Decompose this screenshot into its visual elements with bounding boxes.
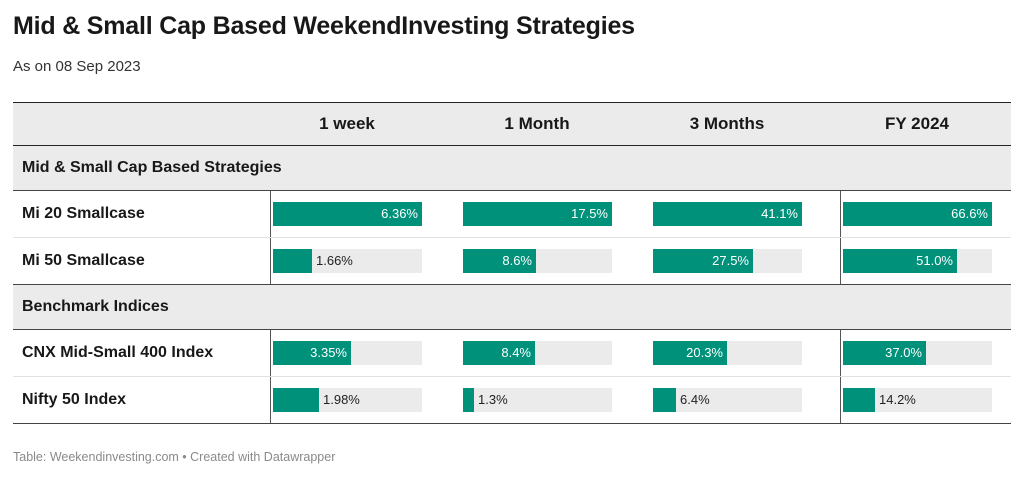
column-divider [270,377,271,423]
data-bar [653,388,676,412]
bar-track: 3.35% [273,341,422,365]
data-bar [653,202,802,226]
data-label: 41.1% [761,206,798,221]
data-label: 1.3% [478,392,508,407]
bar-track: 14.2% [843,388,992,412]
data-bar [463,202,612,226]
column-header: 3 Months [689,114,765,133]
bar-track: 1.66% [273,249,422,273]
column-divider [270,238,271,284]
column-divider [840,238,841,284]
bar-track: 51.0% [843,249,992,273]
data-label: 3.35% [310,345,347,360]
table-row: Nifty 50 Index 1.98% 1.3% 6.4% 14.2% [13,377,1011,424]
data-bar [653,249,753,273]
row-label: Mi 50 Smallcase [22,252,145,269]
data-bar [653,341,727,365]
chart-title: Mid & Small Cap Based WeekendInvesting S… [13,12,635,40]
data-bar [463,341,535,365]
bar-track: 8.4% [463,341,612,365]
bar-track: 8.6% [463,249,612,273]
table-row: Mi 50 Smallcase 1.66% 8.6% 27.5% 51.0% [13,238,1011,285]
data-bar [463,388,474,412]
row-label: CNX Mid-Small 400 Index [22,344,214,361]
bar-track: 6.36% [273,202,422,226]
data-bar [843,202,992,226]
data-bar [843,341,926,365]
data-label: 37.0% [885,345,922,360]
bar-track: 27.5% [653,249,802,273]
group-header: Benchmark Indices [13,285,1011,330]
data-bar [273,249,312,273]
group-header: Mid & Small Cap Based Strategies [13,146,1011,191]
data-bar [463,249,536,273]
data-label: 14.2% [879,392,916,407]
table-row: CNX Mid-Small 400 Index 3.35% 8.4% 20.3% 37.… [13,330,1011,377]
table-row: Mi 20 Smallcase 6.36% 17.5% 41.1% 66.6% [13,191,1011,238]
data-label: 51.0% [916,253,953,268]
data-label: 66.6% [951,206,988,221]
data-label: 8.4% [501,345,531,360]
data-label: 1.98% [323,392,360,407]
data-label: 27.5% [712,253,749,268]
performance-table: 1 week 1 Month 3 Months FY 2024 Mid & Small … [13,102,1011,424]
column-divider [840,377,841,423]
column-header: FY 2024 [885,114,949,133]
data-label: 1.66% [316,253,353,268]
bar-track: 66.6% [843,202,992,226]
bar-track: 37.0% [843,341,992,365]
column-header: 1 week [319,114,375,133]
bar-track: 17.5% [463,202,612,226]
chart-subtitle: As on 08 Sep 2023 [13,58,141,75]
column-divider [840,191,841,237]
group-title: Benchmark Indices [22,298,169,315]
data-bar [843,388,875,412]
bar-track: 41.1% [653,202,802,226]
bar-track: 20.3% [653,341,802,365]
data-bar [273,202,422,226]
data-label: 6.4% [680,392,710,407]
bar-track: 6.4% [653,388,802,412]
data-label: 17.5% [571,206,608,221]
data-bar [843,249,957,273]
column-divider [270,191,271,237]
data-bar [273,341,351,365]
bar-track: 1.98% [273,388,422,412]
data-label: 20.3% [686,345,723,360]
column-divider [270,330,271,376]
data-label: 8.6% [502,253,532,268]
row-label: Nifty 50 Index [22,391,127,408]
column-header: 1 Month [504,114,570,133]
row-label: Mi 20 Smallcase [22,205,145,222]
chart-footer: Table: Weekendinvesting.com • Created wi… [13,450,336,464]
data-bar [273,388,319,412]
group-title: Mid & Small Cap Based Strategies [22,159,282,176]
column-divider [840,330,841,376]
table-header: 1 week 1 Month 3 Months FY 2024 [13,102,1011,146]
bar-track: 1.3% [463,388,612,412]
data-label: 6.36% [381,206,418,221]
